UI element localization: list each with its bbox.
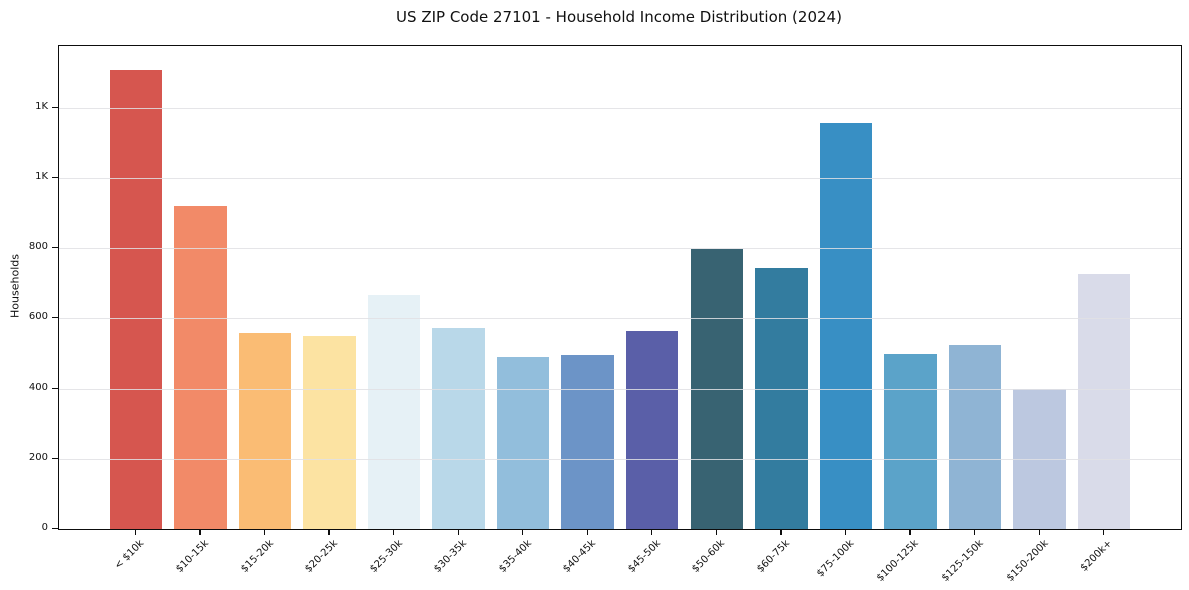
bar-$100-125k	[884, 354, 937, 529]
y-gridline	[59, 248, 1181, 250]
x-tick-label: $60-75k	[755, 538, 793, 575]
x-tick-mark	[909, 529, 911, 536]
y-tick-label: 600	[28, 311, 48, 323]
x-tick-mark	[199, 529, 201, 536]
x-tick-label: $150-200k	[1004, 538, 1051, 584]
x-tick-label: < $10k	[113, 538, 147, 572]
y-gridline	[59, 318, 1181, 320]
bar-$125-150k	[948, 344, 1002, 529]
y-gridline	[59, 177, 1181, 179]
bar-$15-20k	[238, 333, 292, 529]
y-tick-mark	[52, 106, 58, 108]
bar-$10-15k	[174, 205, 227, 529]
y-gridline	[59, 107, 1181, 109]
plot-area	[58, 45, 1182, 530]
x-tick-label: $50-60k	[690, 538, 728, 575]
bar-$20-25k	[303, 335, 356, 529]
x-tick-label: $10-15k	[174, 538, 212, 575]
y-gridline	[59, 388, 1181, 390]
y-tick-label: 1K	[35, 100, 48, 112]
x-tick-mark	[586, 529, 588, 536]
bar-$75-100k	[819, 122, 873, 529]
x-tick-label: $25-30k	[367, 538, 405, 575]
x-tick-mark	[651, 529, 653, 536]
x-tick-mark	[780, 529, 782, 536]
x-tick-label: $75-100k	[815, 538, 857, 580]
bar-$200k+	[1077, 274, 1131, 529]
y-tick-mark	[52, 457, 58, 459]
x-tick-label: $30-35k	[432, 538, 470, 575]
x-tick-mark	[134, 529, 137, 536]
x-tick-label: $200k+	[1078, 538, 1115, 574]
x-tick-mark	[1038, 529, 1040, 536]
y-tick-label: 0	[41, 522, 48, 533]
x-tick-mark	[1103, 529, 1105, 536]
bar-$25-30k	[367, 294, 421, 529]
y-tick-mark	[52, 247, 58, 249]
x-tick-label: $100-125k	[875, 538, 922, 584]
bar-$30-35k	[432, 328, 485, 529]
x-tick-label: $15-20k	[238, 538, 276, 575]
y-axis-title: Households	[8, 254, 22, 318]
y-tick-mark	[52, 387, 58, 389]
x-tick-label: $40-45k	[561, 538, 599, 575]
y-tick-mark	[52, 528, 58, 530]
bar-$60-75k	[755, 268, 808, 529]
x-tick-label: $35-40k	[496, 538, 534, 575]
x-tick-mark	[522, 529, 524, 536]
x-tick-label: $20-25k	[303, 538, 341, 575]
y-tick-label: 1K	[35, 170, 48, 182]
y-tick-mark	[52, 176, 58, 178]
chart-title: US ZIP Code 27101 - Household Income Dis…	[396, 8, 842, 26]
x-tick-mark	[328, 529, 330, 536]
y-tick-label: 800	[28, 241, 48, 252]
x-tick-mark	[973, 529, 976, 536]
x-tick-mark	[715, 529, 717, 536]
x-tick-label: $45-50k	[626, 538, 663, 575]
y-tick-label: 200	[28, 451, 48, 463]
y-tick-mark	[52, 317, 58, 319]
x-tick-mark	[393, 529, 395, 536]
x-tick-mark	[844, 529, 847, 536]
bar-$45-50k	[625, 330, 679, 529]
bar-$40-45k	[561, 354, 614, 529]
bar-< $10k	[109, 69, 162, 529]
x-tick-mark	[263, 529, 266, 536]
y-gridline	[59, 458, 1181, 460]
x-tick-label: $125-150k	[939, 538, 986, 584]
y-tick-label: 400	[28, 381, 48, 393]
bar-$35-40k	[496, 356, 550, 529]
x-tick-mark	[457, 529, 459, 536]
